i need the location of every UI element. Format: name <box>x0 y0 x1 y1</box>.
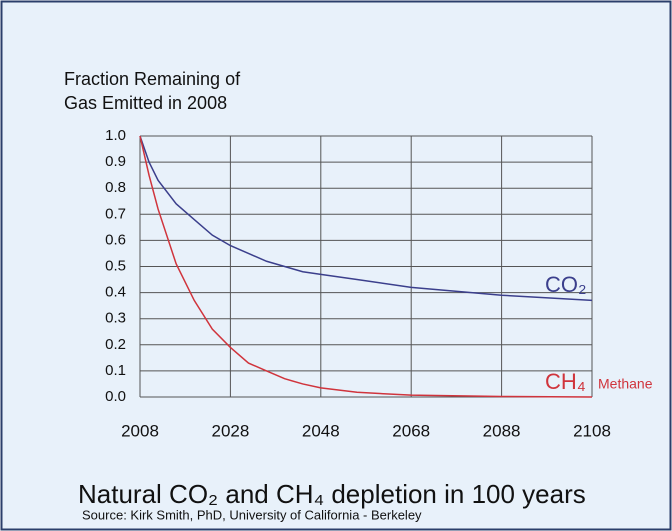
y-tick-label: 0.4 <box>105 284 126 301</box>
y-tick-label: 0.8 <box>105 179 126 196</box>
x-tick-label: 2048 <box>302 421 340 440</box>
x-tick-label: 2088 <box>483 421 521 440</box>
series-label: CO₂ <box>545 272 587 297</box>
y-label-line: Gas Emitted in 2008 <box>64 93 227 113</box>
y-tick-label: 0.2 <box>105 336 126 353</box>
x-tick-label: 2008 <box>121 421 159 440</box>
source: Source: Kirk Smith, PhD, University of C… <box>82 507 422 522</box>
y-tick-label: 1.0 <box>105 127 126 144</box>
y-label-line: Fraction Remaining of <box>64 69 241 89</box>
x-tick-label: 2108 <box>573 421 611 440</box>
y-tick-label: 0.6 <box>105 231 126 248</box>
y-tick-label: 0.3 <box>105 310 126 327</box>
series-line <box>139 135 593 398</box>
x-tick-label: 2068 <box>392 421 430 440</box>
series-label: CH₄ <box>545 369 586 394</box>
chart-title: Natural CO₂ and CH₄ depletion in 100 yea… <box>78 479 586 509</box>
annotation: Methane <box>598 376 653 392</box>
y-tick-label: 0.5 <box>105 257 126 274</box>
y-tick-label: 0.7 <box>105 205 126 222</box>
x-tick-label: 2028 <box>211 421 249 440</box>
y-tick-label: 0.1 <box>105 362 126 379</box>
y-tick-label: 0.0 <box>105 388 126 405</box>
y-tick-label: 0.9 <box>105 153 126 170</box>
series-line <box>139 135 593 302</box>
